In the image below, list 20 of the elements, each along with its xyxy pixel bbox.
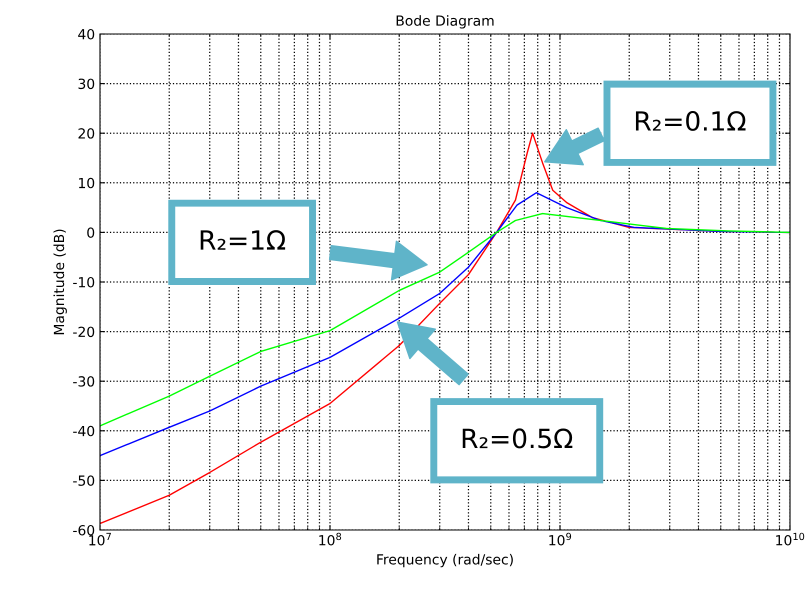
y-axis-title: Magnitude (dB) [53, 230, 67, 334]
y-tick-label: 40 [78, 28, 94, 40]
annotation: R₂=0.5Ω [462, 428, 572, 448]
y-tick-label: -20 [73, 326, 94, 338]
y-tick-label: 30 [78, 78, 94, 90]
x-tick-label: 10$^{9}$ [549, 532, 572, 546]
y-tick-label: -60 [73, 524, 94, 536]
chart-title: Bode Diagram [396, 15, 494, 29]
annotation: R₂=1Ω [200, 230, 286, 250]
y-tick-label: 0 [87, 227, 94, 238]
y-tick-label: 20 [78, 128, 94, 139]
y-tick-label: 10 [78, 178, 94, 188]
x-tick-label: 10$^{10}$ [776, 532, 804, 546]
y-tick-label: -50 [73, 475, 94, 486]
y-tick-label: -30 [73, 376, 94, 387]
x-axis-title: Frequency (rad/sec) [377, 554, 513, 568]
y-tick-label: -40 [73, 426, 94, 436]
y-tick-label: -10 [73, 276, 94, 288]
annotation: R₂=0.1Ω [636, 110, 746, 131]
x-tick-label: 10$^{8}$ [319, 532, 342, 546]
